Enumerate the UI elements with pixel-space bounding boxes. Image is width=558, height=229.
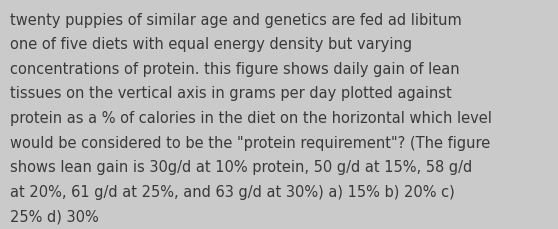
Text: 25% d) 30%: 25% d) 30%: [10, 209, 99, 224]
Text: one of five diets with equal energy density but varying: one of five diets with equal energy dens…: [10, 37, 412, 52]
Text: would be considered to be the "protein requirement"? (The figure: would be considered to be the "protein r…: [10, 135, 490, 150]
Text: shows lean gain is 30g/d at 10% protein, 50 g/d at 15%, 58 g/d: shows lean gain is 30g/d at 10% protein,…: [10, 160, 472, 174]
Text: concentrations of protein. this figure shows daily gain of lean: concentrations of protein. this figure s…: [10, 62, 460, 76]
Text: twenty puppies of similar age and genetics are fed ad libitum: twenty puppies of similar age and geneti…: [10, 13, 462, 27]
Text: at 20%, 61 g/d at 25%, and 63 g/d at 30%) a) 15% b) 20% c): at 20%, 61 g/d at 25%, and 63 g/d at 30%…: [10, 184, 455, 199]
Text: tissues on the vertical axis in grams per day plotted against: tissues on the vertical axis in grams pe…: [10, 86, 452, 101]
Text: protein as a % of calories in the diet on the horizontal which level: protein as a % of calories in the diet o…: [10, 111, 492, 125]
